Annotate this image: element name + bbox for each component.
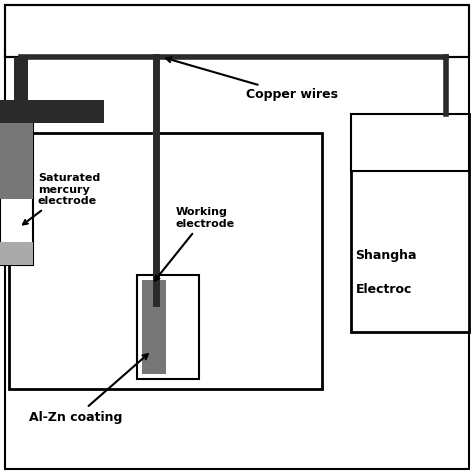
Bar (351, 114, 469, 332)
Text: Al-Zn coating: Al-Zn coating (29, 354, 148, 424)
Bar (14, 57, 28, 100)
Bar (351, 114, 469, 171)
Text: Copper wires: Copper wires (166, 57, 338, 101)
Bar (0, 242, 33, 265)
Bar (0, 114, 33, 199)
Bar (0, 100, 104, 123)
Bar (137, 275, 199, 379)
Text: Working
electrode: Working electrode (155, 207, 235, 281)
Bar (0, 114, 33, 265)
Bar (5, 5, 469, 57)
Text: Saturated
mercury
electrode: Saturated mercury electrode (23, 173, 100, 224)
Text: Shangha: Shangha (356, 249, 417, 263)
Bar (142, 280, 166, 374)
Bar (9, 133, 322, 389)
Text: Electroc: Electroc (356, 283, 412, 296)
